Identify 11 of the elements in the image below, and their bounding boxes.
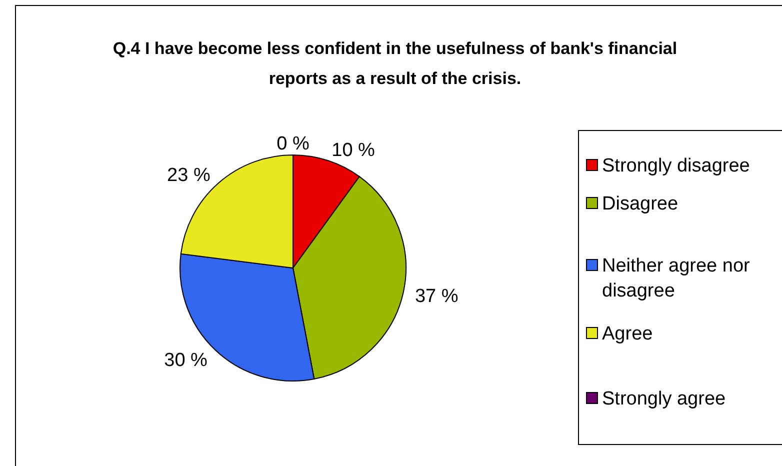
legend-label: Neither agree nor disagree (602, 256, 751, 302)
data-label: 37 % (414, 286, 458, 307)
legend-label: Agree (602, 324, 653, 345)
data-label: 30 % (164, 350, 208, 371)
data-label: 10 % (332, 140, 376, 161)
chart-title: Q.4 I have become less confident in the usefulness of bank's financial reports as a result of the crisis. (112, 39, 678, 88)
legend-label: Strongly agree (602, 388, 726, 410)
data-label: 23 % (167, 164, 210, 186)
text: 0 % (276, 134, 310, 155)
legend-label: Strongly disagree (602, 156, 750, 177)
legend-label: Disagree (602, 194, 678, 215)
